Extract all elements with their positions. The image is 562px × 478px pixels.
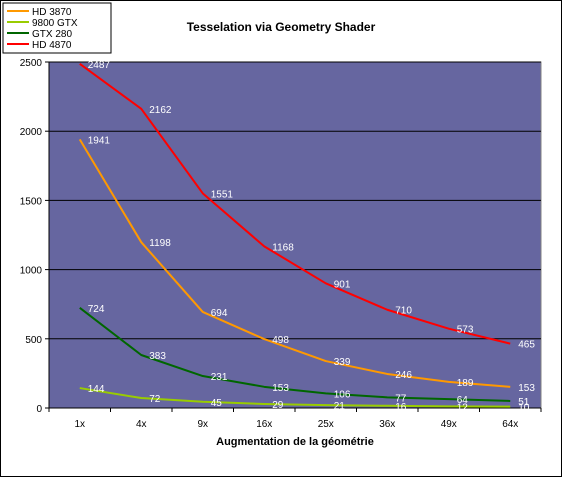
- data-label: 901: [334, 279, 351, 290]
- series-line-gtx-280: [79, 307, 511, 402]
- data-label: 77: [395, 393, 407, 404]
- series-line-hd-4870: [79, 62, 511, 345]
- y-tick-label: 0: [36, 404, 42, 415]
- data-label: 1198: [149, 238, 171, 249]
- data-label: 1551: [211, 189, 234, 200]
- legend-entry: HD 3870: [32, 7, 72, 18]
- data-label: 246: [395, 370, 412, 381]
- data-label: 710: [395, 306, 412, 317]
- x-tick-label: 1x: [74, 419, 85, 430]
- x-axis-title: Augmentation de la géométrie: [216, 436, 374, 448]
- data-label: 29: [272, 400, 284, 411]
- x-tick-label: 9x: [197, 419, 208, 430]
- data-label: 498: [272, 335, 289, 346]
- series-line-9800-gtx: [79, 387, 511, 408]
- x-tick-label: 25x: [318, 419, 334, 430]
- series-line-hd-3870: [78, 138, 511, 388]
- data-label: 383: [149, 351, 166, 362]
- data-label: 12: [457, 402, 469, 413]
- data-label: 106: [334, 389, 351, 400]
- data-label: 724: [88, 304, 105, 315]
- data-label: 72: [149, 394, 161, 405]
- legend-entry: 9800 GTX: [32, 18, 78, 29]
- x-tick-label: 4x: [136, 419, 147, 430]
- data-label: 51: [518, 397, 530, 408]
- x-axis: 1x 4x 9x 16x 25x 36x 49x 64x: [48, 407, 542, 430]
- x-tick-label: 36x: [379, 419, 395, 430]
- legend-entry: GTX 280: [32, 29, 72, 40]
- data-label: 10: [518, 403, 530, 414]
- data-label: 1168: [272, 242, 294, 253]
- legend-entry: HD 4870: [32, 40, 72, 51]
- y-axis: 0 500 1000 1500 2000 2500: [20, 58, 50, 415]
- series-group: [78, 62, 511, 408]
- x-tick-label: 64x: [502, 419, 518, 430]
- plot-area: [48, 61, 542, 409]
- data-label: 153: [272, 383, 289, 394]
- data-label: 16: [395, 402, 407, 413]
- data-label: 573: [457, 325, 474, 336]
- y-tick-label: 2500: [20, 58, 43, 69]
- data-label: 2162: [149, 105, 172, 116]
- data-label: 144: [88, 384, 105, 395]
- data-label: 45: [211, 398, 223, 409]
- y-tick-label: 2000: [20, 127, 43, 138]
- x-tick-label: 16x: [256, 419, 272, 430]
- y-tick-label: 1000: [20, 266, 43, 277]
- y-tick-label: 500: [25, 335, 42, 346]
- y-tick-label: 1500: [20, 196, 43, 207]
- data-label: 21: [334, 401, 346, 412]
- data-label: 153: [518, 383, 535, 394]
- data-label: 2487: [88, 60, 111, 71]
- data-label: 694: [211, 308, 228, 319]
- data-labels: 1941 1198 694 498 339 246 189 153 144 72 45 29 21 16 1…: [88, 60, 536, 414]
- data-label: 465: [518, 340, 535, 351]
- gridlines: [49, 61, 541, 340]
- x-tick-label: 49x: [441, 419, 457, 430]
- data-label: 64: [457, 395, 469, 406]
- data-label: 1941: [88, 135, 111, 146]
- data-label: 339: [334, 357, 351, 368]
- data-label: 231: [211, 372, 228, 383]
- data-label: 189: [457, 378, 474, 389]
- chart-title: Tesselation via Geometry Shader: [187, 20, 376, 34]
